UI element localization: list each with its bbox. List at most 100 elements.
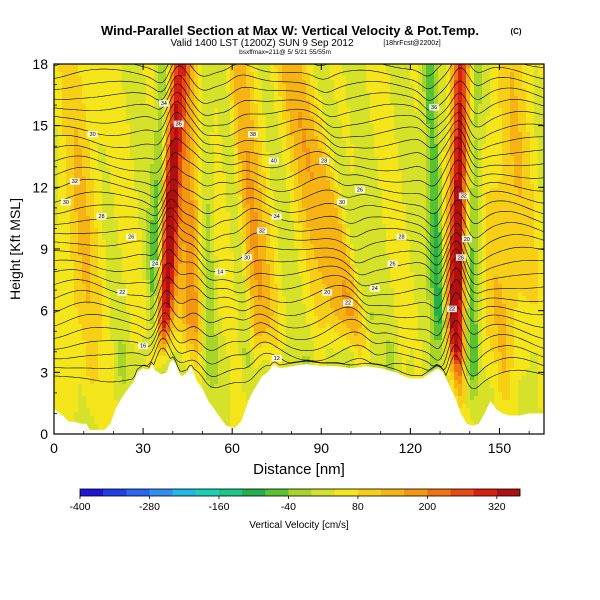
field-cell xyxy=(90,172,95,177)
field-cell xyxy=(318,96,323,101)
field-cell xyxy=(322,168,327,173)
field-cell xyxy=(438,168,443,173)
field-cell xyxy=(286,68,291,73)
field-cell xyxy=(302,64,307,69)
field-cell xyxy=(294,132,299,137)
field-cell xyxy=(274,200,279,205)
field-cell xyxy=(74,144,79,149)
field-cell xyxy=(414,88,419,93)
field-cell xyxy=(538,152,543,157)
field-cell xyxy=(382,220,387,225)
field-cell xyxy=(274,132,279,137)
field-cell xyxy=(254,80,259,85)
field-cell xyxy=(158,144,163,149)
field-cell xyxy=(470,144,475,149)
field-cell xyxy=(274,196,279,201)
field-cell xyxy=(374,192,379,197)
field-cell xyxy=(126,104,131,109)
field-cell xyxy=(470,164,475,169)
field-cell xyxy=(206,208,211,213)
field-cell xyxy=(350,92,355,97)
field-cell xyxy=(422,136,427,141)
field-cell xyxy=(82,124,87,129)
field-cell xyxy=(330,212,335,217)
field-cell xyxy=(62,176,67,181)
field-cell xyxy=(254,156,259,161)
field-cell xyxy=(430,92,435,97)
field-cell xyxy=(126,144,131,149)
field-cell xyxy=(154,84,159,89)
field-cell xyxy=(422,160,427,165)
field-cell xyxy=(194,92,199,97)
field-cell xyxy=(306,220,311,225)
field-cell xyxy=(502,68,507,73)
field-cell xyxy=(238,92,243,97)
field-cell xyxy=(362,180,367,185)
field-cell xyxy=(410,96,415,101)
field-cell xyxy=(386,88,391,93)
field-cell xyxy=(142,136,147,141)
field-cell xyxy=(110,208,115,213)
field-cell xyxy=(510,152,515,157)
field-cell xyxy=(94,88,99,93)
field-cell xyxy=(542,204,544,209)
field-cell xyxy=(242,128,247,133)
field-cell xyxy=(182,168,187,173)
field-cell xyxy=(66,188,71,193)
field-cell xyxy=(98,96,103,101)
field-cell xyxy=(86,224,91,229)
field-cell xyxy=(166,208,171,213)
field-cell xyxy=(522,64,527,69)
field-cell xyxy=(538,132,543,137)
field-cell xyxy=(438,128,443,133)
field-cell xyxy=(398,160,403,165)
field-cell xyxy=(182,144,187,149)
field-cell xyxy=(298,136,303,141)
field-cell xyxy=(82,160,87,165)
field-cell xyxy=(442,96,447,101)
field-cell xyxy=(518,80,523,85)
field-cell xyxy=(326,192,331,197)
field-cell xyxy=(250,64,255,69)
field-cell xyxy=(262,224,267,229)
field-cell xyxy=(150,192,155,197)
field-cell xyxy=(442,92,447,97)
field-cell xyxy=(390,168,395,173)
info-line: bsxffmax=211@ 5/ 5/21 55/55m xyxy=(239,49,331,56)
field-cell xyxy=(110,180,115,185)
field-cell xyxy=(206,120,211,125)
field-cell xyxy=(342,64,347,69)
field-cell xyxy=(430,188,435,193)
field-cell xyxy=(502,200,507,205)
field-cell xyxy=(430,220,435,225)
field-cell xyxy=(66,144,71,149)
field-cell xyxy=(190,68,195,73)
field-cell xyxy=(530,200,535,205)
field-cell xyxy=(190,132,195,137)
field-cell xyxy=(322,76,327,81)
field-cell xyxy=(502,172,507,177)
field-cell xyxy=(318,212,323,217)
field-cell xyxy=(190,200,195,205)
field-cell xyxy=(62,192,67,197)
field-cell xyxy=(410,80,415,85)
field-cell xyxy=(526,96,531,101)
field-cell xyxy=(490,160,495,165)
field-cell xyxy=(426,188,431,193)
field-cell xyxy=(418,188,423,193)
field-cell xyxy=(158,196,163,201)
field-cell xyxy=(418,140,423,145)
field-cell xyxy=(86,100,91,105)
field-cell xyxy=(366,140,371,145)
field-cell xyxy=(462,148,467,153)
field-cell xyxy=(378,164,383,169)
field-cell xyxy=(226,208,231,213)
field-cell xyxy=(322,120,327,125)
field-cell xyxy=(274,92,279,97)
field-cell xyxy=(126,72,131,77)
field-cell xyxy=(350,204,355,209)
field-cell xyxy=(390,164,395,169)
field-cell xyxy=(482,212,487,217)
field-cell xyxy=(526,200,531,205)
field-cell xyxy=(430,148,435,153)
